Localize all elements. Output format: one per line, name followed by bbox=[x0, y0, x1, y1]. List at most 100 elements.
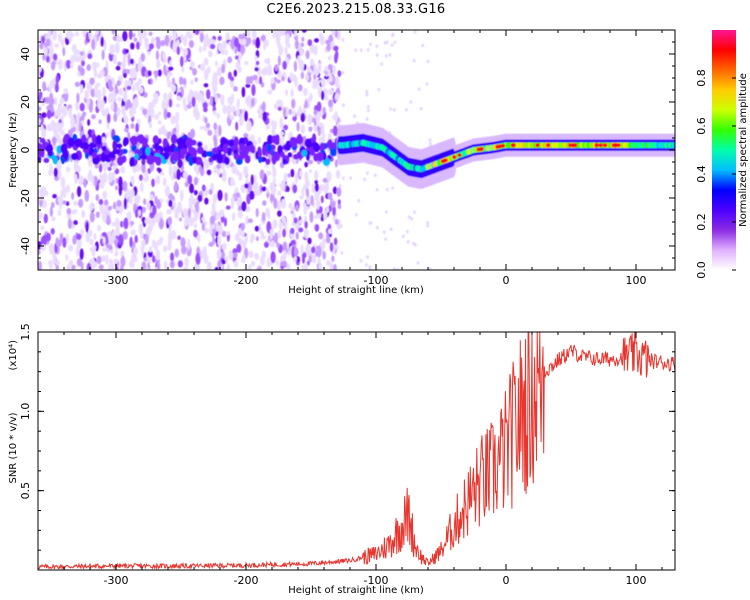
spectral-noise-point bbox=[197, 93, 201, 103]
spectral-noise-point bbox=[49, 125, 54, 132]
spectral-noise-point bbox=[238, 116, 244, 126]
spectral-noise-point bbox=[71, 44, 78, 53]
spectral-noise-point bbox=[428, 138, 432, 142]
spectral-noise-point bbox=[45, 232, 51, 242]
spectral-noise-point bbox=[86, 82, 91, 91]
spectral-noise-point bbox=[58, 103, 63, 115]
spectral-noise-point bbox=[142, 108, 148, 116]
spectral-noise-point bbox=[320, 78, 326, 88]
spectral-noise-point bbox=[43, 157, 50, 163]
spectral-noise-point bbox=[233, 69, 238, 77]
spectral-noise-point bbox=[101, 136, 107, 144]
spectral-noise-point bbox=[375, 187, 379, 192]
spectral-noise-point bbox=[108, 236, 115, 245]
spectral-noise-point bbox=[236, 98, 240, 110]
spectral-noise-point bbox=[280, 30, 286, 36]
spectral-noise-point bbox=[177, 201, 182, 213]
spectral-noise-point bbox=[74, 176, 78, 184]
spectral-noise-point bbox=[267, 89, 273, 95]
spectral-noise-point bbox=[309, 64, 314, 70]
spectral-noise-point bbox=[182, 48, 188, 57]
spectral-noise-point bbox=[262, 200, 267, 206]
spectral-noise-point bbox=[141, 162, 146, 174]
spectral-noise-point bbox=[256, 267, 261, 270]
spectral-noise-point bbox=[101, 49, 105, 60]
spectral-noise-point bbox=[311, 185, 316, 194]
spectral-noise-point bbox=[118, 234, 122, 246]
spectral-noise-point bbox=[61, 200, 67, 205]
spectral-noise-point bbox=[277, 210, 282, 217]
spectral-noise-point bbox=[300, 112, 306, 123]
spectral-noise-point bbox=[246, 120, 252, 132]
spectral-noise-point bbox=[176, 95, 182, 101]
spectral-noise-point bbox=[287, 173, 291, 178]
spectral-noise-point bbox=[320, 126, 325, 136]
spectral-noise-point bbox=[83, 178, 87, 188]
spectral-noise-point bbox=[54, 109, 58, 118]
spectral-noise-point bbox=[354, 48, 358, 53]
spectral-noise-point bbox=[76, 92, 80, 103]
spectral-noise-point bbox=[286, 186, 290, 192]
spectral-noise-point bbox=[294, 172, 299, 185]
spectral-noise-point bbox=[284, 46, 288, 55]
spectral-noise-point bbox=[114, 252, 119, 257]
spectral-noise-point bbox=[365, 93, 369, 97]
spectral-noise-point bbox=[174, 207, 179, 220]
spectral-noise-point bbox=[144, 175, 149, 182]
spectral-noise-point bbox=[334, 92, 340, 100]
spectral-noise-point bbox=[146, 255, 152, 265]
spectral-noise-point bbox=[325, 39, 330, 45]
spectral-noise-point bbox=[291, 206, 295, 212]
spectral-noise-point bbox=[225, 231, 230, 236]
spectral-noise-point bbox=[132, 33, 136, 38]
spectral-noise-point bbox=[135, 83, 140, 91]
spectral-noise-point bbox=[383, 41, 387, 45]
spectral-noise-point bbox=[405, 108, 408, 112]
spectral-noise-point bbox=[307, 39, 313, 47]
spectral-noise-point bbox=[413, 30, 417, 34]
spectral-noise-point bbox=[288, 108, 292, 115]
spectral-noise-point bbox=[100, 36, 104, 47]
spectral-noise-point bbox=[319, 34, 325, 46]
spectral-noise-point bbox=[257, 147, 262, 158]
spectral-noise-point bbox=[167, 216, 173, 226]
spectral-noise-point bbox=[264, 65, 268, 77]
spectral-noise-point bbox=[70, 153, 79, 161]
spectral-noise-point bbox=[213, 122, 218, 131]
spectral-noise-point bbox=[157, 120, 162, 125]
spectral-noise-point bbox=[306, 67, 311, 73]
spectral-noise-point bbox=[260, 230, 265, 240]
spectral-noise-point bbox=[237, 66, 242, 73]
spectral-noise-point bbox=[390, 43, 394, 47]
spectral-noise-point bbox=[305, 74, 309, 81]
spectral-noise-point bbox=[86, 64, 92, 72]
spectral-noise-point bbox=[101, 109, 108, 117]
colorbar-tick-label: 0.6 bbox=[695, 117, 708, 135]
spectral-noise-point bbox=[157, 69, 162, 77]
spectral-noise-point bbox=[107, 79, 113, 88]
spectral-noise-point bbox=[76, 165, 82, 173]
spectral-noise-point bbox=[197, 234, 201, 243]
spectral-noise-point bbox=[261, 211, 266, 222]
spectral-noise-point bbox=[307, 113, 313, 126]
spectral-noise-point bbox=[309, 211, 314, 223]
spectral-noise-point bbox=[221, 172, 227, 182]
spectral-noise-point bbox=[45, 96, 50, 104]
spectral-noise-point bbox=[134, 197, 140, 206]
spectral-noise-point bbox=[336, 187, 342, 197]
spectral-noise-point bbox=[65, 184, 71, 194]
spectral-noise-point bbox=[122, 92, 128, 102]
spectral-noise-point bbox=[293, 217, 298, 224]
spectral-noise-point bbox=[174, 181, 178, 192]
spectral-noise-point bbox=[103, 39, 107, 52]
x-tick-label: -300 bbox=[104, 274, 129, 287]
spectral-noise-point bbox=[334, 219, 339, 225]
spectral-noise-point bbox=[159, 126, 165, 135]
spectral-noise-point bbox=[177, 260, 183, 268]
signal-peak-point bbox=[511, 143, 516, 148]
spectral-noise-point bbox=[419, 106, 423, 111]
spectral-noise-point bbox=[210, 210, 215, 216]
spectral-noise-point bbox=[314, 170, 319, 181]
spectral-noise-point bbox=[255, 236, 259, 242]
